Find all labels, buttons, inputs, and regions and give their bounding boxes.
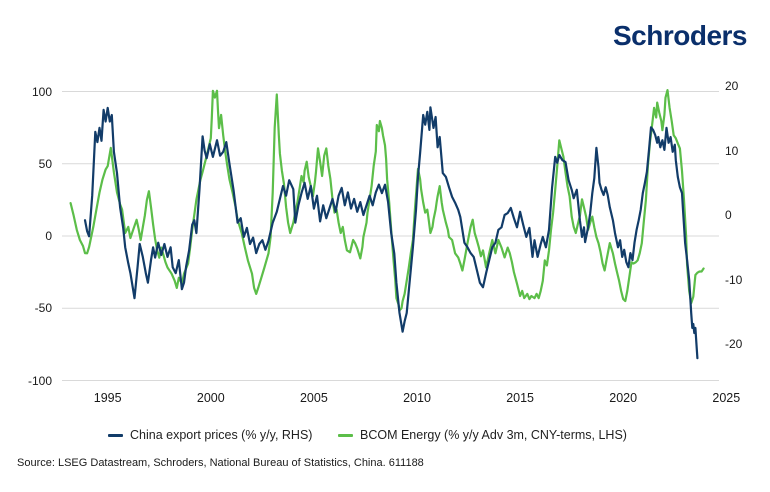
y-axis-right-tick-label: -20 [725,337,743,351]
x-axis-tick-label: 2015 [506,391,534,405]
series-line-bcom-energy [69,88,705,312]
x-axis-tick-label: 2005 [299,391,328,405]
x-axis-tick-label: 1995 [93,391,122,405]
legend-swatch-navy-line [108,433,123,437]
y-axis-left-tick-label: 0 [45,229,52,243]
legend-label-bcom-energy: BCOM Energy (% y/y Adv 3m, CNY-terms, LH… [360,428,627,442]
y-axis-left-tick-label: 100 [31,84,52,99]
legend-item-bcom-energy: BCOM Energy (% y/y Adv 3m, CNY-terms, LH… [338,427,627,443]
source-note: Source: LSEG Datastream, Schroders, Nati… [17,457,424,469]
y-axis-right-tick-label: -10 [725,272,743,287]
x-axis-tick-label: 2010 [403,391,431,405]
legend-swatch-green-line [338,433,353,437]
y-axis-right-tick-label: 10 [725,143,739,158]
y-axis-left-tick-label: -50 [34,301,52,316]
x-axis-tick-label: 2020 [609,391,638,405]
series-line-china-export-prices [83,106,699,360]
y-axis-left-tick-label: -100 [27,373,52,388]
legend: China export prices (% y/y, RHS) BCOM En… [0,427,770,443]
legend-item-china-export-prices: China export prices (% y/y, RHS) [108,427,312,443]
y-axis-left-tick-label: 50 [38,156,52,171]
y-axis-right-tick-label: 0 [725,208,732,222]
x-axis-tick-label: 2025 [712,391,741,405]
legend-label-china-export-prices: China export prices (% y/y, RHS) [130,428,313,442]
x-axis-tick-label: 2000 [196,391,225,405]
y-axis-right-tick-label: 20 [725,79,739,93]
schroders-logo: Schroders [613,20,748,51]
